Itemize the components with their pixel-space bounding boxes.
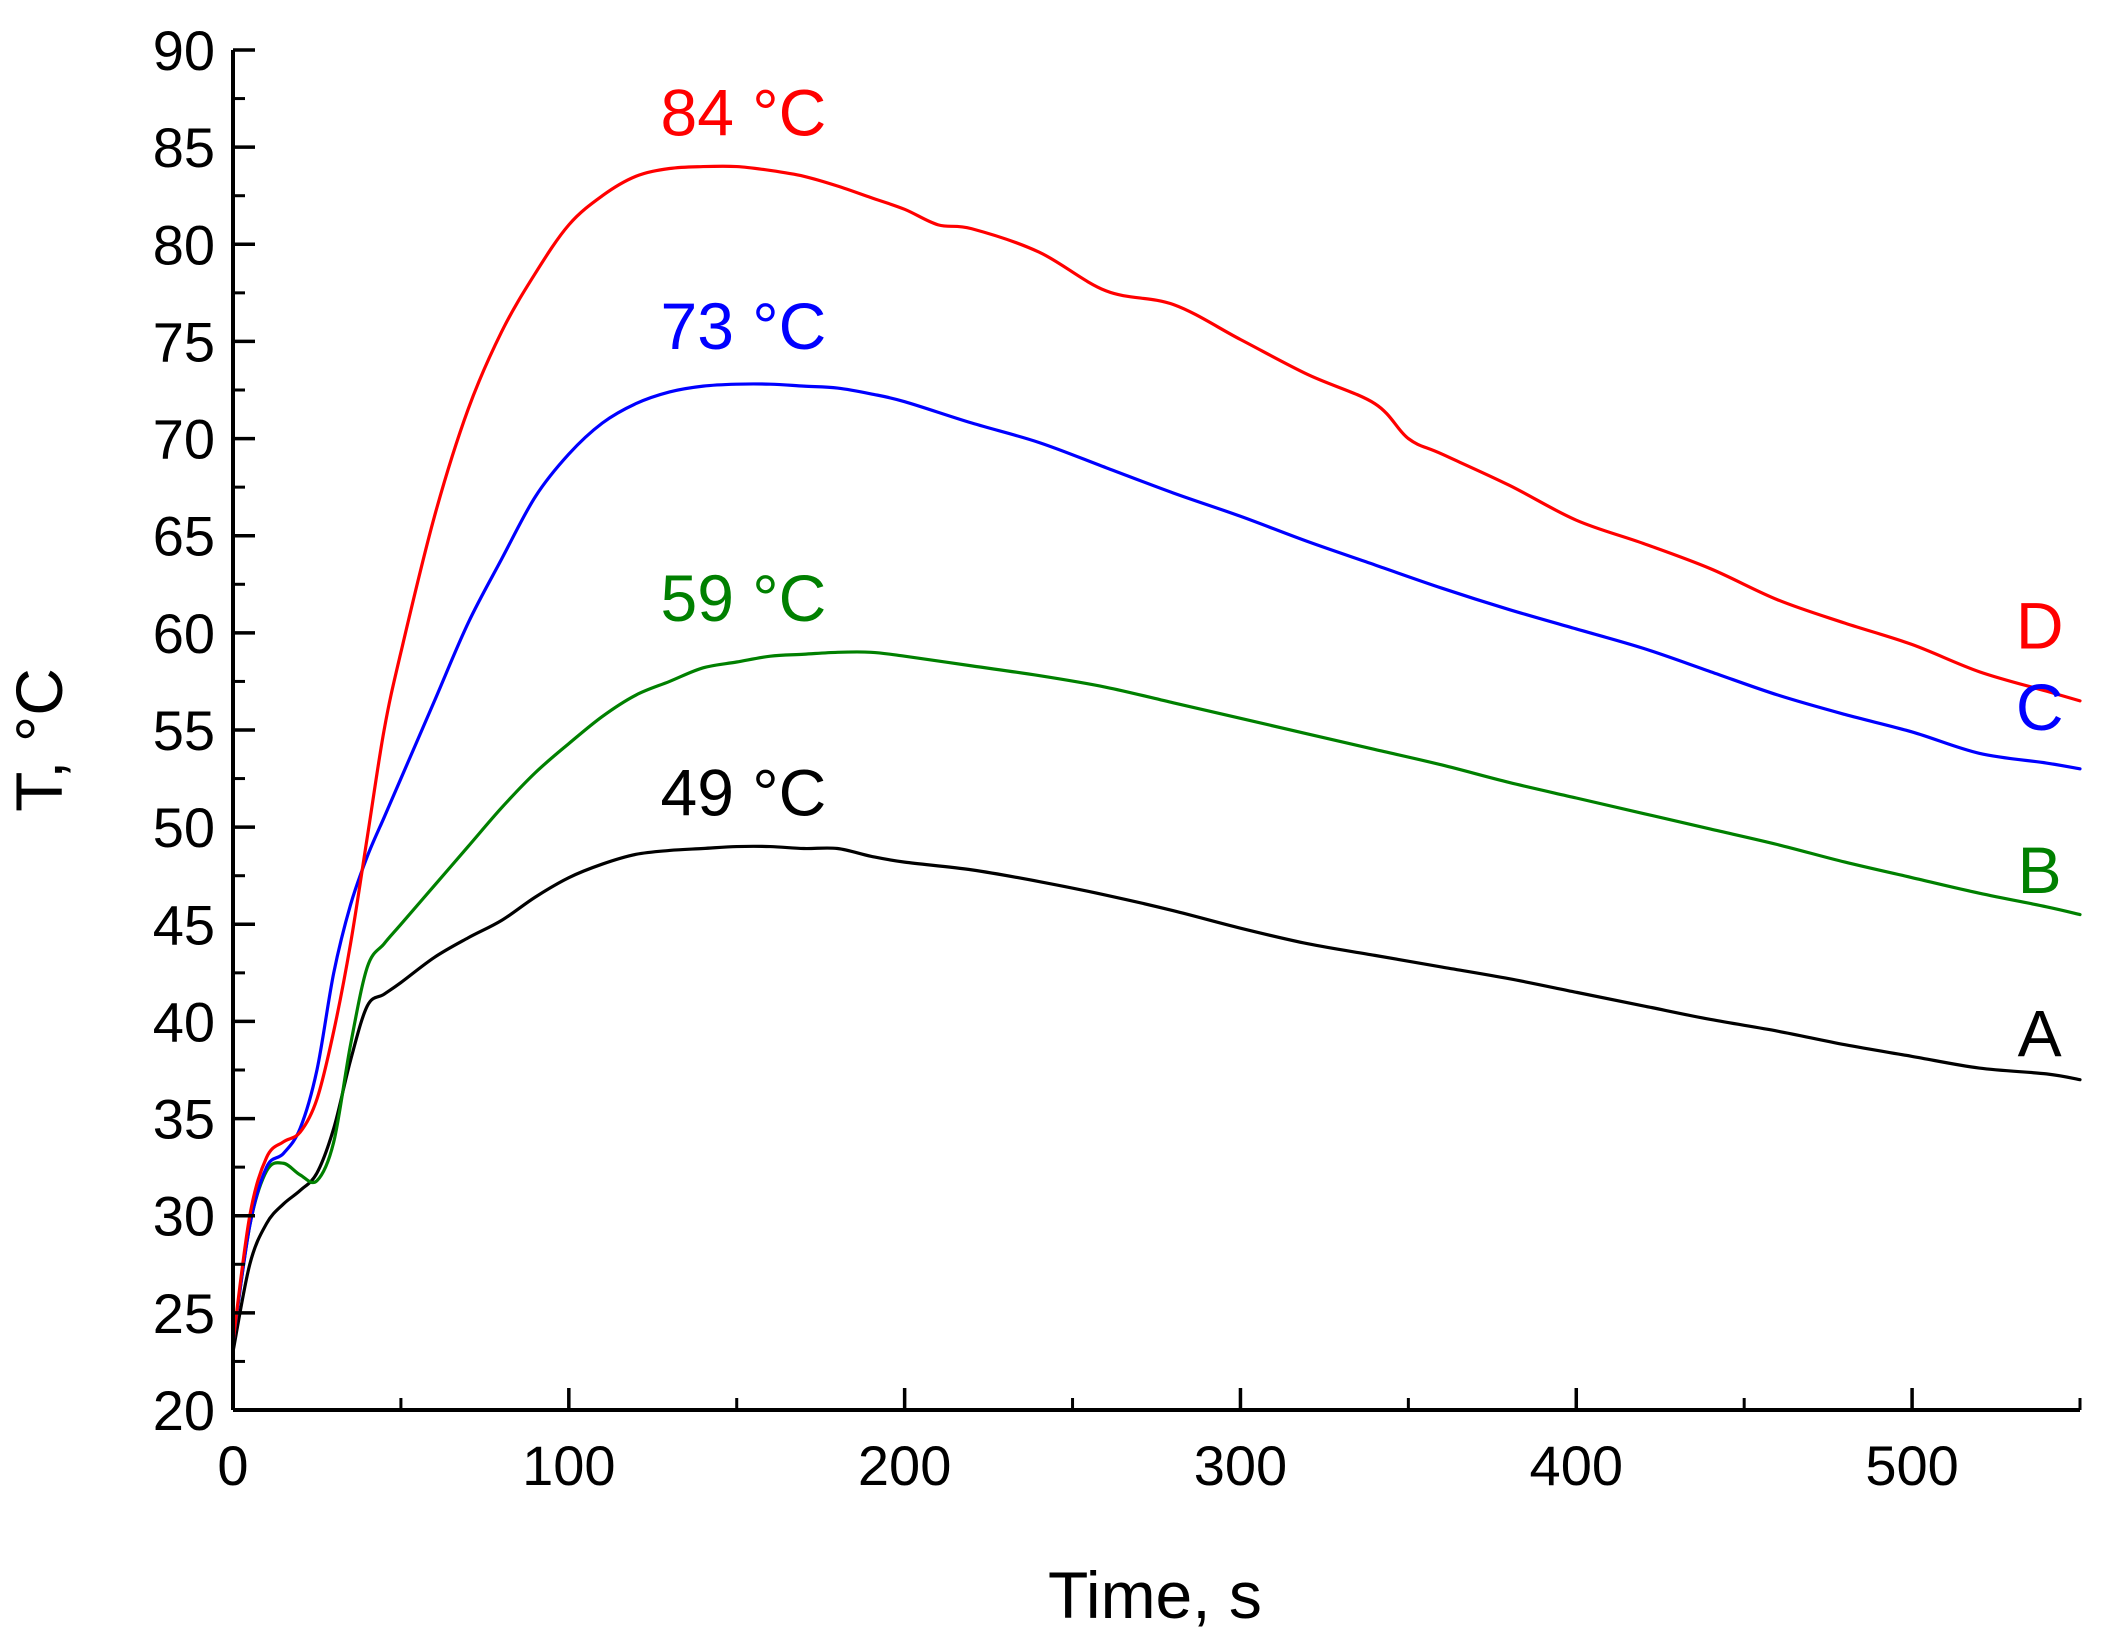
y-tick-label: 80 <box>153 213 215 276</box>
y-tick-label: 45 <box>153 893 215 956</box>
x-tick-label: 400 <box>1530 1434 1623 1497</box>
y-tick-label: 75 <box>153 310 215 373</box>
peak-label-c: 73 °C <box>661 289 827 363</box>
x-tick-label: 0 <box>217 1434 248 1497</box>
end-label-d: D <box>2016 588 2064 662</box>
series-line-b <box>231 650 2082 1344</box>
x-tick-label: 500 <box>1865 1434 1958 1497</box>
y-tick-label: 90 <box>153 19 215 82</box>
series-lines <box>231 164 2082 1354</box>
series-line-c <box>231 382 2082 1344</box>
y-tick-label: 60 <box>153 602 215 665</box>
y-tick-label: 20 <box>153 1379 215 1442</box>
y-tick-label: 70 <box>153 408 215 471</box>
x-axis-title: Time, s <box>1048 1558 1262 1631</box>
series-line-a <box>231 844 2082 1354</box>
y-tick-label: 85 <box>153 116 215 179</box>
y-axis-title: T, °C <box>2 668 76 812</box>
y-tick-label: 30 <box>153 1185 215 1248</box>
end-label-b: B <box>2018 833 2062 907</box>
x-tick-label: 200 <box>858 1434 951 1497</box>
y-tick-label: 25 <box>153 1282 215 1345</box>
end-label-a: A <box>2018 996 2062 1070</box>
y-tick-label: 65 <box>153 505 215 568</box>
y-tick-label: 40 <box>153 990 215 1053</box>
peak-label-b: 59 °C <box>661 561 827 635</box>
series-labels: 49 °C A 59 °C B 73 °C C 84 °C D <box>661 75 2064 1070</box>
axes: 20 25 30 35 40 45 50 55 60 65 70 75 80 85 90 0 100 200 300… <box>153 19 2082 1497</box>
y-tick-label: 55 <box>153 699 215 762</box>
peak-label-a: 49 °C <box>661 755 827 829</box>
peak-label-d: 84 °C <box>661 75 827 149</box>
x-tick-label: 100 <box>522 1434 615 1497</box>
y-tick-label: 50 <box>153 796 215 859</box>
series-line-d <box>231 164 2082 1344</box>
x-tick-label: 300 <box>1194 1434 1287 1497</box>
y-tick-label: 35 <box>153 1088 215 1151</box>
end-label-c: C <box>2016 670 2064 744</box>
